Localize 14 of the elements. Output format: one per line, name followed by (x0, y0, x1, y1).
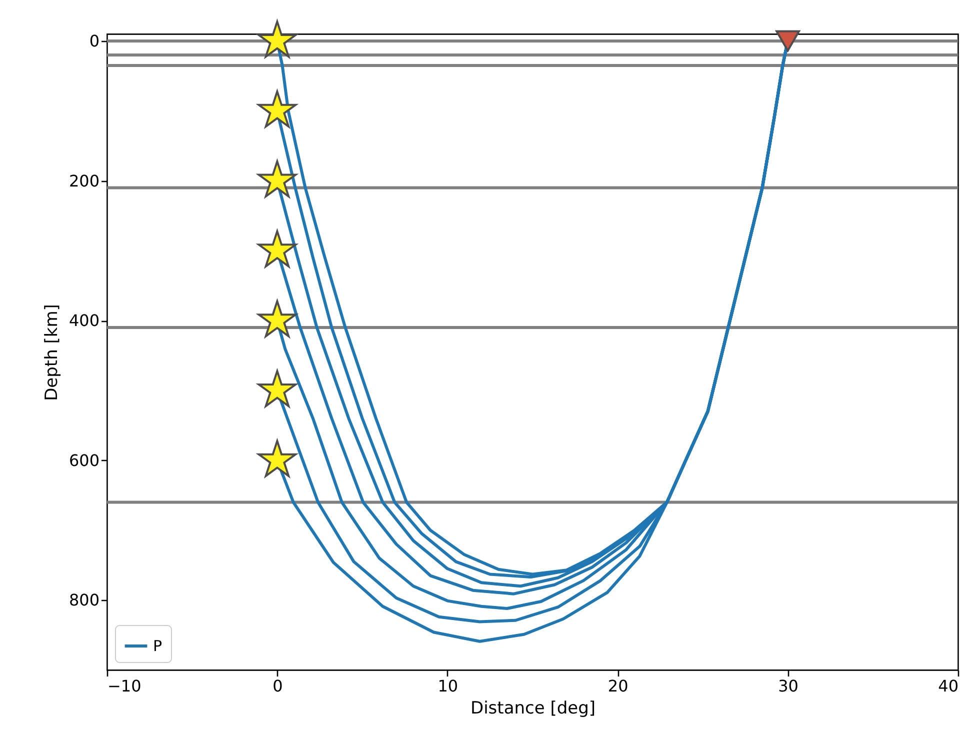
y-tick-label: 800 (68, 590, 100, 610)
x-tick-label: 0 (272, 676, 283, 696)
x-tick-label: 10 (438, 676, 458, 696)
y-tick-label: 600 (68, 450, 100, 470)
y-tick-label: 0 (89, 31, 100, 50)
x-tick-label: 20 (608, 676, 628, 696)
y-tick-label: 400 (68, 311, 100, 330)
x-axis-title: Distance [deg] (470, 698, 596, 718)
y-axis-title: Depth [km] (42, 304, 62, 401)
x-tick-label: −10 (108, 676, 142, 696)
legend-label: P (153, 637, 162, 655)
y-tick-label: 200 (68, 171, 100, 190)
x-tick-label: 30 (778, 676, 798, 696)
x-tick-label: 40 (938, 676, 958, 696)
